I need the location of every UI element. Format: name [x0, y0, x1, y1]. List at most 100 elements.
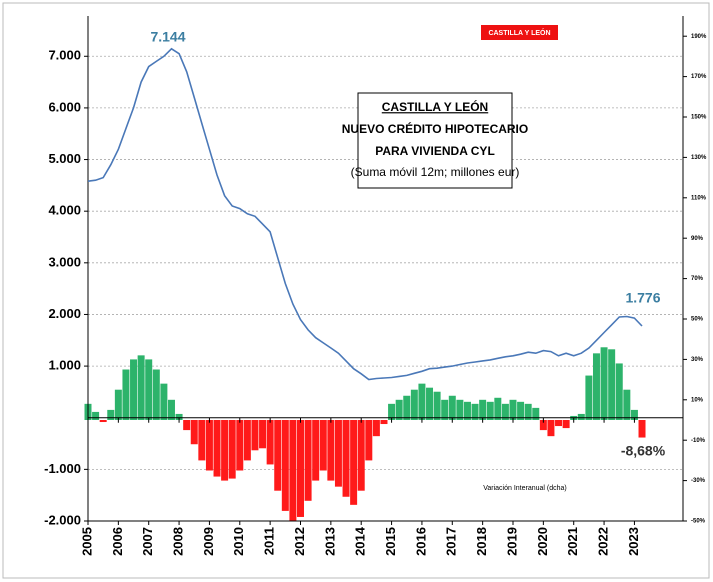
x-tick-label: 2005: [79, 527, 94, 556]
y-tick-label: 4.000: [48, 203, 81, 218]
line: [87, 47, 643, 381]
subtitle: (Suma móvil 12m; millones eur): [351, 165, 520, 179]
bar: [547, 420, 555, 437]
bar: [266, 420, 274, 465]
x-tick-label: 2016: [413, 527, 428, 556]
bar: [327, 420, 335, 481]
bar: [167, 399, 175, 420]
x-tick-label: 2012: [292, 527, 307, 556]
y2-tick-label: 170%: [691, 74, 707, 80]
bar: [304, 420, 312, 501]
bar: [532, 407, 540, 420]
x-tick-label: 2015: [383, 527, 398, 556]
badge-text: CASTILLA Y LEÓN: [488, 28, 550, 37]
bar: [539, 420, 547, 431]
bar: [608, 349, 616, 420]
bar: [221, 420, 229, 481]
x-tick-label: 2021: [565, 527, 580, 556]
bar: [403, 395, 411, 420]
bar: [501, 403, 509, 420]
bar: [175, 413, 183, 420]
bar: [388, 403, 396, 420]
annotation: -8,68%: [621, 443, 666, 459]
bar: [357, 420, 365, 491]
bar: [281, 420, 289, 511]
bar: [114, 389, 122, 420]
bar: [137, 355, 145, 420]
y2-tick-label: 190%: [691, 34, 707, 40]
x-tick-label: 2023: [626, 527, 641, 556]
bar: [365, 420, 373, 461]
bar: [372, 420, 380, 437]
y2-tick-label: -50%: [691, 519, 706, 525]
bar: [448, 395, 456, 420]
bar: [92, 411, 100, 420]
y2-tick-label: 50%: [691, 317, 704, 323]
bar: [456, 399, 464, 420]
x-tick-label: 2022: [596, 527, 611, 556]
bar: [623, 389, 631, 420]
bar: [524, 403, 532, 420]
bar: [410, 389, 418, 420]
bar: [130, 359, 138, 420]
bar: [630, 409, 638, 420]
bar: [555, 420, 563, 427]
annotation: 1.776: [625, 290, 660, 306]
y-tick-label: 6.000: [48, 99, 81, 114]
bar: [99, 420, 107, 423]
bar: [463, 401, 471, 420]
bar: [297, 420, 304, 517]
bar: [350, 420, 358, 505]
bar: [479, 399, 487, 420]
bar: [486, 401, 494, 420]
bar: [205, 420, 213, 471]
bar: [228, 420, 236, 479]
bar: [312, 420, 320, 481]
bar: [289, 420, 297, 521]
y-tick-label: 3.000: [48, 254, 81, 269]
bar: [251, 420, 259, 451]
bar: [274, 420, 282, 491]
y2-tick-label: -10%: [691, 438, 706, 444]
y2-tick-label: 150%: [691, 115, 707, 121]
bar: [334, 420, 342, 487]
y-tick-label: 1.000: [48, 358, 81, 373]
bar: [562, 420, 570, 429]
x-tick-label: 2011: [262, 527, 277, 555]
x-tick-label: 2017: [444, 527, 459, 556]
y-tick-label: 2.000: [48, 306, 81, 321]
y2-tick-label: -30%: [691, 478, 706, 484]
chart-title: CASTILLA Y LEÓN: [382, 99, 488, 114]
y2-tick-label: 70%: [691, 276, 704, 282]
bar: [517, 401, 525, 420]
bar: [471, 403, 479, 420]
bar: [380, 420, 388, 425]
x-tick-label: 2007: [140, 527, 155, 556]
bar: [145, 359, 153, 420]
bar: [494, 397, 502, 420]
bar: [183, 420, 191, 431]
y2-tick-label: 10%: [691, 397, 704, 403]
x-tick-label: 2009: [201, 527, 216, 556]
bar: [577, 413, 585, 420]
bar: [426, 387, 434, 420]
bar: [198, 420, 206, 461]
bar: [107, 409, 115, 420]
bar: [243, 420, 251, 461]
bar: [319, 420, 327, 471]
y-tick-label: -1.000: [44, 461, 81, 476]
bar: [259, 420, 267, 449]
x-tick-label: 2018: [474, 527, 489, 556]
y-tick-label: -2.000: [44, 512, 81, 527]
y2-tick-label: 130%: [691, 155, 707, 161]
y-tick-label: 5.000: [48, 151, 81, 166]
bar: [152, 369, 160, 420]
title-box: [357, 92, 513, 189]
x-tick-label: 2019: [504, 527, 519, 556]
x-tick-label: 2006: [110, 527, 125, 556]
bar: [213, 420, 221, 477]
bar: [441, 399, 449, 420]
x-tick-label: 2013: [322, 527, 337, 556]
bar: [600, 347, 608, 420]
x-tick-label: 2010: [231, 527, 246, 556]
